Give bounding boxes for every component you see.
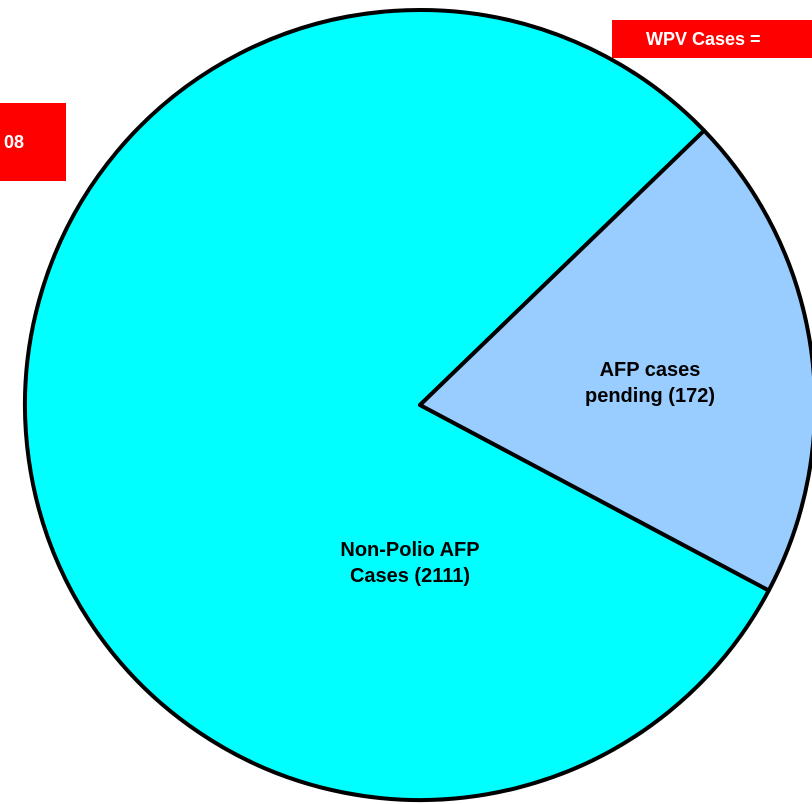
pie-slice	[418, 128, 812, 593]
pie-slice	[23, 8, 771, 802]
slice-label: AFP cases pending (172)	[584, 359, 715, 407]
slice-label: Non-Polio AFP Cases (2111)	[340, 539, 480, 587]
annotation: WPV Cases =	[612, 20, 812, 58]
annotation: 08	[0, 103, 66, 181]
